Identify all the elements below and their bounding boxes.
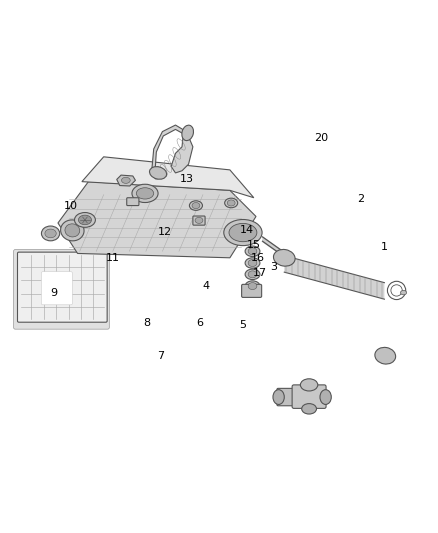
Text: 9: 9 [50, 288, 57, 297]
FancyBboxPatch shape [277, 389, 297, 406]
Ellipse shape [248, 248, 257, 255]
Ellipse shape [320, 390, 331, 405]
Ellipse shape [65, 224, 80, 237]
Text: 3: 3 [270, 262, 277, 271]
Ellipse shape [245, 269, 260, 279]
Ellipse shape [121, 177, 130, 183]
Text: 7: 7 [157, 351, 164, 361]
FancyBboxPatch shape [42, 272, 72, 305]
Text: 4: 4 [202, 281, 209, 291]
FancyBboxPatch shape [14, 249, 110, 329]
Ellipse shape [182, 125, 194, 141]
FancyBboxPatch shape [292, 385, 326, 408]
Ellipse shape [189, 201, 202, 211]
FancyBboxPatch shape [18, 252, 107, 322]
Text: 17: 17 [253, 268, 268, 278]
Text: 10: 10 [64, 200, 78, 211]
Ellipse shape [60, 220, 84, 241]
FancyBboxPatch shape [127, 198, 139, 206]
Ellipse shape [74, 213, 95, 228]
Ellipse shape [273, 249, 295, 266]
Ellipse shape [78, 215, 92, 225]
FancyBboxPatch shape [242, 284, 261, 297]
Ellipse shape [245, 281, 260, 292]
Text: 11: 11 [106, 253, 120, 263]
Ellipse shape [245, 258, 260, 268]
Ellipse shape [136, 188, 154, 199]
Polygon shape [152, 125, 193, 173]
Ellipse shape [42, 226, 60, 241]
Text: 15: 15 [247, 240, 261, 250]
Ellipse shape [195, 217, 203, 223]
Text: 13: 13 [179, 174, 193, 184]
Ellipse shape [248, 282, 257, 289]
Text: 14: 14 [240, 224, 254, 235]
FancyBboxPatch shape [193, 216, 205, 225]
Text: 5: 5 [240, 320, 247, 330]
Text: 2: 2 [357, 194, 364, 204]
Ellipse shape [229, 223, 257, 241]
Ellipse shape [400, 290, 406, 295]
Polygon shape [117, 175, 135, 186]
Ellipse shape [300, 379, 318, 391]
Ellipse shape [224, 220, 262, 246]
Ellipse shape [132, 184, 158, 203]
Text: 6: 6 [196, 318, 203, 328]
Text: 12: 12 [158, 227, 172, 237]
Ellipse shape [45, 229, 56, 238]
Polygon shape [58, 182, 256, 258]
Text: 16: 16 [251, 253, 265, 263]
Polygon shape [82, 157, 254, 198]
Ellipse shape [273, 390, 284, 405]
Ellipse shape [192, 203, 200, 208]
Ellipse shape [248, 260, 257, 266]
Ellipse shape [225, 198, 238, 208]
Ellipse shape [149, 167, 166, 179]
Ellipse shape [302, 403, 317, 414]
Text: 20: 20 [314, 133, 328, 143]
Text: 8: 8 [144, 318, 151, 328]
Ellipse shape [375, 348, 396, 364]
Ellipse shape [245, 246, 260, 256]
Ellipse shape [227, 200, 235, 206]
Text: 1: 1 [381, 242, 388, 252]
Ellipse shape [248, 271, 257, 278]
